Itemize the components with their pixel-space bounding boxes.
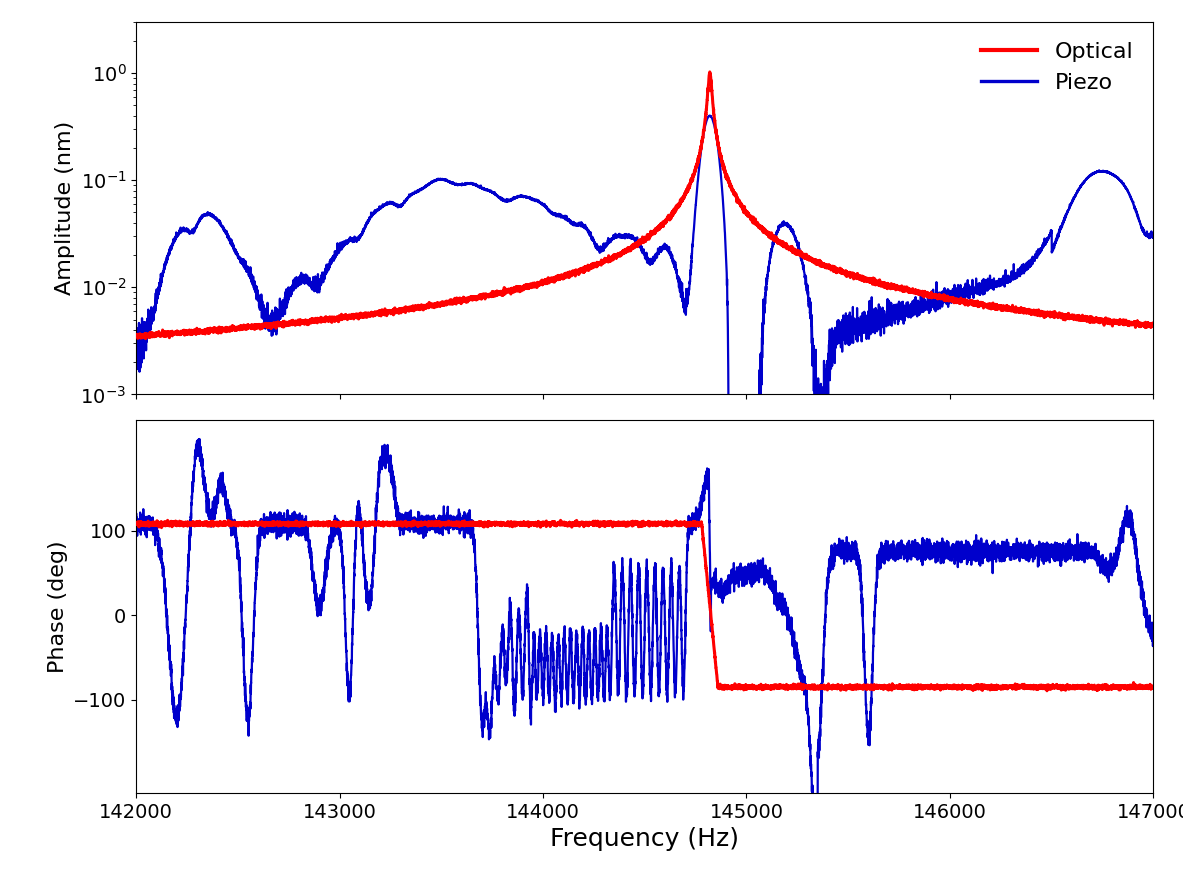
Legend: Optical, Piezo: Optical, Piezo <box>972 33 1143 102</box>
Y-axis label: Phase (deg): Phase (deg) <box>47 540 67 673</box>
X-axis label: Frequency (Hz): Frequency (Hz) <box>550 827 739 851</box>
Y-axis label: Amplitude (nm): Amplitude (nm) <box>54 121 75 295</box>
